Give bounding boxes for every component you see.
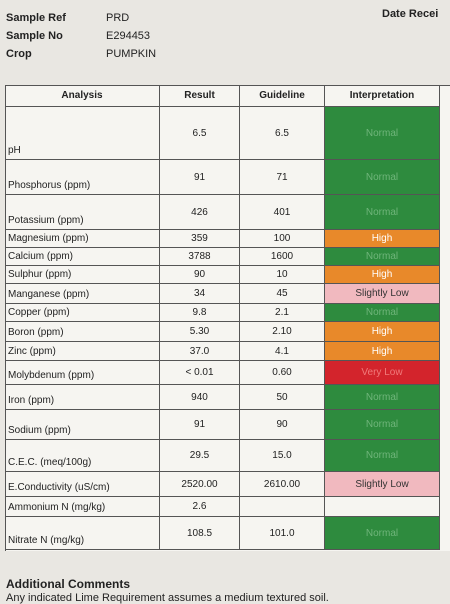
- cell-guideline: 100: [240, 230, 325, 248]
- cell-result: 29.5: [160, 440, 240, 472]
- analysis-name: Phosphorus (ppm): [5, 160, 160, 195]
- field-value: PUMPKIN: [106, 48, 157, 60]
- analysis-name: Potassium (ppm): [5, 195, 160, 230]
- cell-result: 940: [160, 385, 240, 410]
- cell-interpretation: Normal: [325, 160, 440, 195]
- cell-interpretation: Normal: [325, 517, 440, 550]
- cell-result: 108.5: [160, 517, 240, 550]
- column-header: Result: [160, 85, 240, 107]
- cell-guideline: 50: [240, 385, 325, 410]
- date-label: Date Recei: [382, 8, 439, 20]
- field-label: Sample No: [6, 30, 63, 42]
- analysis-name: pH: [5, 107, 160, 160]
- cell-guideline: 2.10: [240, 322, 325, 342]
- cell-result: < 0.01: [160, 361, 240, 385]
- cell-interpretation: High: [325, 266, 440, 284]
- cell-result: 9.8: [160, 304, 240, 322]
- cell-guideline: 4.1: [240, 342, 325, 361]
- cell-result: 91: [160, 410, 240, 440]
- cell-guideline: 45: [240, 284, 325, 304]
- cell-guideline: 401: [240, 195, 325, 230]
- cell-guideline: 0.60: [240, 361, 325, 385]
- cell-interpretation: Normal: [325, 107, 440, 160]
- analysis-name: Calcium (ppm): [5, 248, 160, 266]
- cell-result: 359: [160, 230, 240, 248]
- cell-guideline: [240, 497, 325, 517]
- analysis-name: Manganese (ppm): [5, 284, 160, 304]
- analysis-name: Molybdenum (ppm): [5, 361, 160, 385]
- analysis-name: Copper (ppm): [5, 304, 160, 322]
- cell-guideline: 2610.00: [240, 472, 325, 497]
- analysis-name: Nitrate N (mg/kg): [5, 517, 160, 550]
- cell-interpretation: Slightly Low: [325, 472, 440, 497]
- cell-result: 2520.00: [160, 472, 240, 497]
- cell-interpretation: Normal: [325, 304, 440, 322]
- analysis-name: E.Conductivity (uS/cm): [5, 472, 160, 497]
- cell-result: 90: [160, 266, 240, 284]
- cell-interpretation: Slightly Low: [325, 284, 440, 304]
- column-header: Analysis: [5, 85, 160, 107]
- analysis-name: Sulphur (ppm): [5, 266, 160, 284]
- cell-result: 5.30: [160, 322, 240, 342]
- analysis-name: Iron (ppm): [5, 385, 160, 410]
- cell-interpretation: Normal: [325, 410, 440, 440]
- cell-interpretation: High: [325, 322, 440, 342]
- cell-guideline: 2.1: [240, 304, 325, 322]
- cell-interpretation: Normal: [325, 248, 440, 266]
- analysis-name: Zinc (ppm): [5, 342, 160, 361]
- field-label: Crop: [6, 48, 32, 60]
- analysis-name: Sodium (ppm): [5, 410, 160, 440]
- cell-result: 91: [160, 160, 240, 195]
- cell-guideline: 90: [240, 410, 325, 440]
- cell-guideline: 1600: [240, 248, 325, 266]
- cell-result: 34: [160, 284, 240, 304]
- analysis-name: C.E.C. (meq/100g): [5, 440, 160, 472]
- cell-result: 6.5: [160, 107, 240, 160]
- field-label: Sample Ref: [6, 12, 66, 24]
- column-header: Interpretation: [325, 85, 440, 107]
- cell-result: 426: [160, 195, 240, 230]
- cell-interpretation: Normal: [325, 385, 440, 410]
- cell-guideline: 71: [240, 160, 325, 195]
- cell-result: 3788: [160, 248, 240, 266]
- analysis-name: Magnesium (ppm): [5, 230, 160, 248]
- analysis-name: Boron (ppm): [5, 322, 160, 342]
- cell-guideline: 10: [240, 266, 325, 284]
- cell-interpretation: High: [325, 230, 440, 248]
- cell-interpretation: Normal: [325, 440, 440, 472]
- comments-title: Additional Comments: [6, 577, 131, 591]
- analysis-name: Ammonium N (mg/kg): [5, 497, 160, 517]
- column-header: Guideline: [240, 85, 325, 107]
- field-value: PRD: [106, 12, 130, 24]
- cell-guideline: 15.0: [240, 440, 325, 472]
- cell-result: 37.0: [160, 342, 240, 361]
- comments-text: Any indicated Lime Requirement assumes a…: [6, 592, 329, 604]
- cell-interpretation: [325, 497, 440, 517]
- cell-guideline: 6.5: [240, 107, 325, 160]
- field-value: E294453: [106, 30, 151, 42]
- cell-interpretation: Very Low: [325, 361, 440, 385]
- cell-interpretation: High: [325, 342, 440, 361]
- cell-result: 2.6: [160, 497, 240, 517]
- cell-interpretation: Normal: [325, 195, 440, 230]
- cell-guideline: 101.0: [240, 517, 325, 550]
